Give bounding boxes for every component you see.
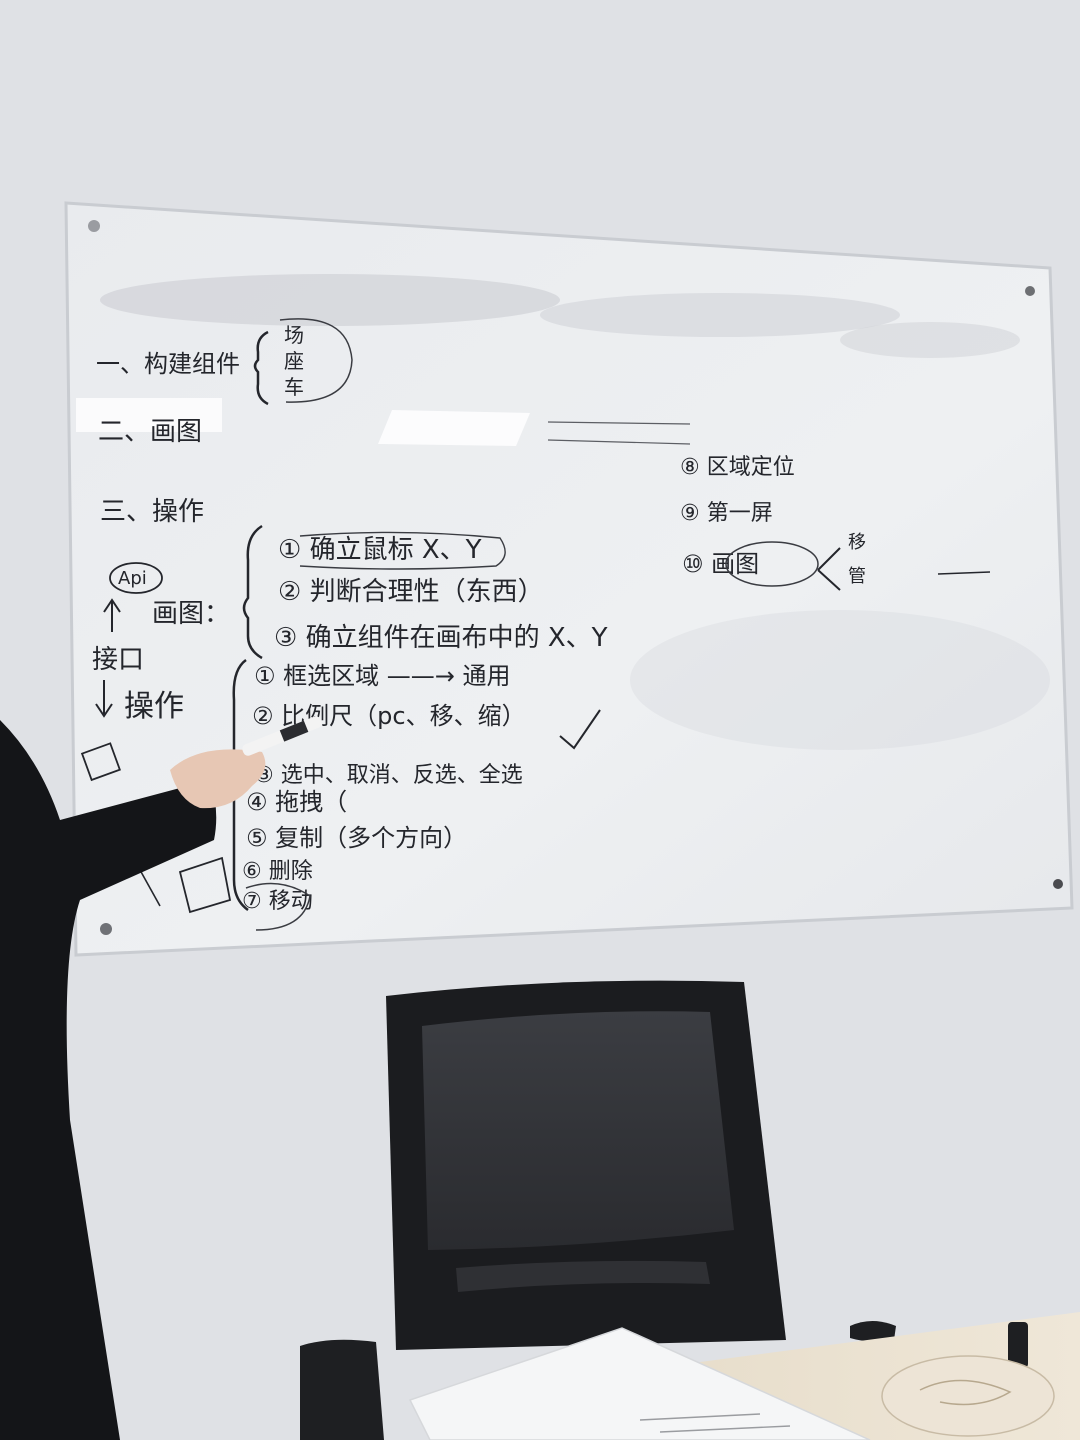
brace — [242, 524, 263, 660]
right-side-mark: 管 — [848, 566, 866, 587]
screw-icon — [1053, 879, 1063, 889]
operate-label: 操作 — [124, 689, 184, 724]
draw-step: ③ 确立组件在画布中的 X、Y — [274, 623, 608, 653]
operate-step: ④ 拖拽（ — [246, 788, 347, 816]
operate-step: ⑤ 复制（多个方向） — [246, 824, 467, 852]
brace — [253, 330, 269, 406]
heading-operate: 三、操作 — [100, 497, 204, 527]
heading-draw: 二、画图 — [98, 417, 202, 447]
draw-step: ① 确立鼠标 X、Y — [278, 535, 482, 565]
right-step: ⑩ 画图 — [682, 550, 759, 578]
screw-icon — [1025, 286, 1035, 296]
marker-cap — [1008, 1322, 1028, 1368]
heading-build-components: 一、构建组件 — [96, 350, 240, 378]
glare-patch — [76, 398, 222, 432]
interface-label: 接口 — [92, 645, 144, 675]
crumpled-paper — [881, 1355, 1055, 1437]
right-step: ⑧ 区域定位 — [680, 455, 795, 480]
office-chair — [300, 980, 896, 1440]
right-step: ⑨ 第一屏 — [680, 501, 773, 526]
operate-step: ⑦ 移动 — [242, 889, 313, 914]
draw-step: ② 判断合理性（东西） — [278, 577, 544, 607]
paper-sheet — [408, 1327, 871, 1440]
handwriting: 一、构建组件 场 座 车 二、画图 三、操作 Api 画图： ① 确立鼠标 X、… — [80, 318, 991, 931]
operate-step: ① 框选区域 ——→ 通用 — [254, 662, 511, 690]
screw-icon — [100, 923, 112, 935]
draw-label: 画图： — [152, 599, 230, 629]
api-label: Api — [118, 568, 147, 589]
table — [408, 1312, 1080, 1440]
operate-step: ⑥ 删除 — [242, 859, 313, 884]
screw-icon — [88, 220, 100, 232]
component-item-seat: 座 — [284, 349, 304, 373]
component-item-vehicle: 车 — [284, 375, 304, 399]
component-item-field: 场 — [284, 323, 304, 347]
whiteboard — [64, 201, 1074, 957]
presenter — [0, 716, 322, 1440]
right-side-mark: 移 — [848, 532, 866, 553]
operate-step: ③ 选中、取消、反选、全选 — [254, 763, 523, 788]
glare-patch — [378, 410, 530, 446]
